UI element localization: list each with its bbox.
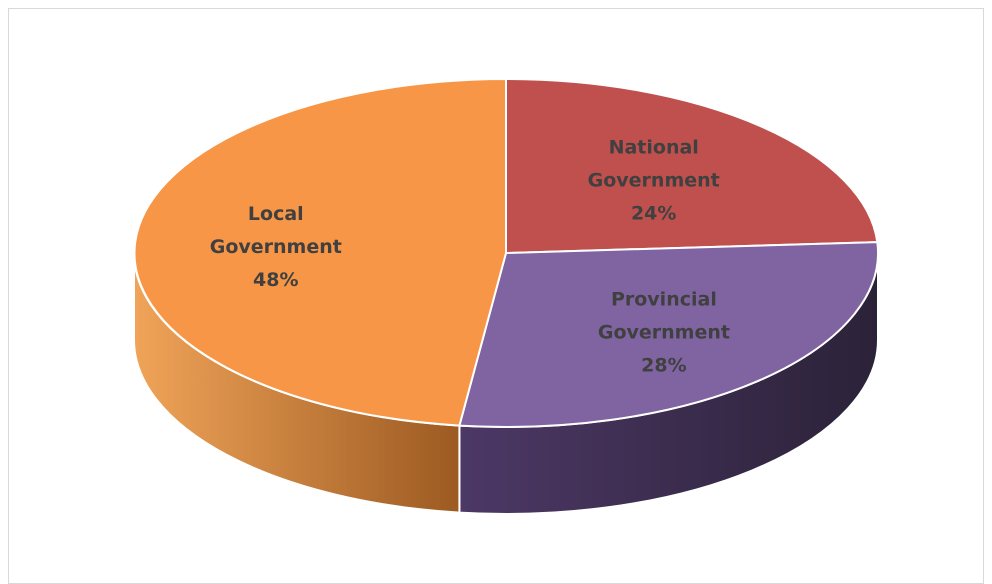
- data-label-category: National: [609, 136, 699, 158]
- data-label-percent: 28%: [641, 355, 686, 377]
- pie-slice-national-government: [505, 78, 879, 254]
- data-label-category: Government: [588, 169, 720, 191]
- data-label-category: Provincial: [611, 289, 717, 311]
- data-label-category: Government: [210, 236, 342, 258]
- data-label-category: Local: [248, 203, 304, 225]
- pie-slice-local-government: [133, 78, 507, 427]
- pie-tops: [133, 78, 879, 428]
- pie-slice-provincial-government: [458, 241, 879, 428]
- data-label-percent: 24%: [631, 202, 676, 224]
- data-label-category: Government: [598, 322, 730, 344]
- data-label-percent: 48%: [253, 269, 298, 291]
- pie-labels: National Government 24% Provincial Governmen…: [210, 136, 730, 376]
